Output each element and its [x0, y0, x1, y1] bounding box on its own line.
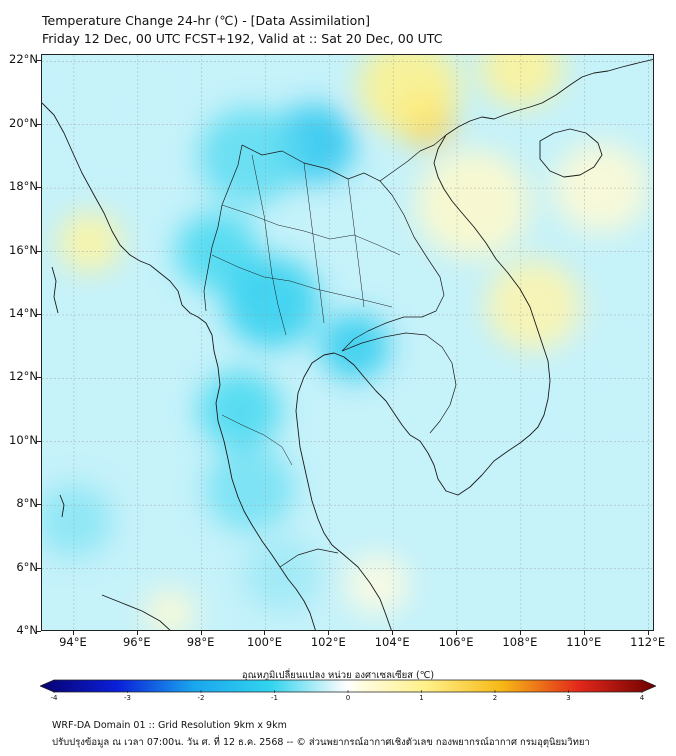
- lat-tick-label: 8°N: [16, 496, 38, 511]
- lat-tick-label: 6°N: [16, 559, 38, 574]
- colorbar-tick-label: 2: [492, 694, 498, 702]
- coastlines-and-borders: [42, 59, 653, 630]
- coastline-sumatra: [101, 594, 171, 630]
- lat-tick-mark: [36, 504, 41, 506]
- lon-tick-mark: [328, 631, 330, 635]
- footer-model-info: WRF-DA Domain 01 :: Grid Resolution 9km …: [52, 720, 287, 731]
- border-thailand-malaysia: [279, 548, 339, 568]
- anomaly-blob-4: [485, 259, 582, 351]
- border-provinces-1: [221, 204, 401, 256]
- colorbar-tick-label: -3: [124, 694, 131, 702]
- border-provinces-4: [303, 162, 325, 324]
- colorbar-tick-label: 1: [419, 694, 424, 702]
- lat-tick-label: 16°N: [9, 242, 38, 257]
- border-provinces-6: [221, 414, 293, 466]
- lat-tick-mark: [36, 123, 41, 125]
- lat-tick-label: 14°N: [9, 305, 38, 320]
- anomaly-blob-12: [198, 370, 282, 450]
- lat-tick-label: 4°N: [16, 623, 38, 637]
- lat-tick-mark: [36, 60, 41, 62]
- map-panel: [41, 54, 654, 631]
- coastline-hainan: [539, 128, 603, 178]
- lon-tick-label: 100°E: [247, 635, 282, 649]
- graticule: [42, 55, 653, 630]
- lon-tick-mark: [392, 631, 394, 635]
- border-laos-vietnam: [379, 134, 447, 182]
- lon-tick-label: 112°E: [630, 635, 666, 649]
- anomaly-blob-13: [204, 446, 295, 532]
- coastline-myanmar-west: [42, 102, 183, 306]
- lon-tick-label: 96°E: [122, 635, 151, 649]
- colorbar-tick-label: 4: [639, 694, 645, 702]
- lon-tick-mark: [519, 631, 521, 635]
- anomaly-blob-1: [358, 55, 461, 136]
- lat-tick-label: 20°N: [9, 115, 38, 130]
- border-cambodia: [341, 332, 457, 434]
- lon-tick-label: 98°E: [186, 635, 215, 649]
- coastline-malay-west: [279, 566, 316, 630]
- lon-tick-label: 106°E: [438, 635, 474, 649]
- lon-tick-label: 104°E: [374, 635, 410, 649]
- anomaly-blob-14: [243, 538, 320, 612]
- colorbar-tick-label: -4: [50, 694, 58, 702]
- border-provinces-3: [251, 154, 287, 336]
- anomaly-blob-18: [552, 332, 649, 424]
- colorbar: [40, 679, 656, 693]
- anomaly-blob-3: [57, 211, 122, 273]
- coastline-gulf-thailand: [295, 352, 421, 630]
- colorbar-tick-label: -1: [271, 694, 278, 702]
- footer-credit: ปรับปรุงข้อมูล ณ เวลา 07:00น. วัน ศ. ที่…: [52, 737, 590, 748]
- lon-tick-label: 110°E: [566, 635, 602, 649]
- map-canvas: [42, 55, 653, 630]
- anomaly-blob-19: [73, 63, 170, 155]
- lon-tick-label: 102°E: [310, 635, 346, 649]
- anomaly-blob-16: [345, 554, 410, 615]
- anomaly-blob-8: [198, 107, 301, 205]
- lat-tick-mark: [36, 313, 41, 315]
- temperature-anomaly-field: [42, 55, 649, 630]
- lat-tick-mark: [36, 631, 41, 632]
- lon-tick-label: 94°E: [59, 635, 87, 649]
- lat-tick-mark: [36, 187, 41, 189]
- border-provinces-2: [211, 254, 393, 308]
- colorbar-tick-label: 3: [566, 694, 571, 702]
- anomaly-blob-6: [552, 142, 649, 234]
- anomaly-blob-11: [319, 313, 391, 381]
- lat-tick-mark: [36, 567, 41, 569]
- coastline-vietnam-south: [419, 134, 551, 496]
- border-thailand-myanmar: [203, 144, 243, 312]
- lon-tick-mark: [583, 631, 585, 635]
- border-provinces-5: [347, 178, 365, 308]
- lon-tick-mark: [264, 631, 266, 635]
- anomaly-blob-5: [415, 149, 531, 259]
- anomaly-blob-10: [223, 256, 320, 348]
- lat-tick-mark: [36, 250, 41, 252]
- border-thailand-laos: [241, 144, 445, 352]
- coastline-nicobar: [59, 494, 65, 518]
- coastline-tenasserim: [181, 304, 281, 568]
- colorbar-ticks: [53, 690, 643, 693]
- lat-tick-label: 22°N: [9, 52, 38, 67]
- colorbar-tick-label: 0: [345, 694, 351, 702]
- colorbar-title: อุณหภูมิเปลี่ยนแปลง หน่วย องศาเซลเซียส (…: [241, 670, 435, 681]
- lon-tick-label: 108°E: [502, 635, 538, 649]
- map-title: Temperature Change 24-hr (℃) - [Data Ass…: [42, 13, 371, 28]
- anomaly-blob-17: [42, 484, 113, 558]
- anomaly-blob-2: [479, 55, 563, 108]
- lat-tick-mark: [36, 440, 41, 442]
- map-subtitle: Friday 12 Dec, 00 UTC FCST+192, Valid at…: [42, 31, 443, 46]
- lon-tick-mark: [456, 631, 458, 635]
- lon-tick-mark: [136, 631, 138, 635]
- lat-tick-label: 10°N: [9, 432, 38, 447]
- colorbar-tick-label: -2: [197, 694, 205, 702]
- lon-tick-mark: [647, 631, 649, 635]
- lat-tick-label: 18°N: [9, 179, 38, 194]
- lon-tick-mark: [200, 631, 202, 635]
- lat-tick-label: 12°N: [9, 369, 38, 384]
- lon-tick-mark: [72, 631, 74, 635]
- lat-tick-mark: [36, 377, 41, 379]
- coastline-tonkin: [445, 59, 653, 136]
- coastline-andaman: [51, 266, 59, 314]
